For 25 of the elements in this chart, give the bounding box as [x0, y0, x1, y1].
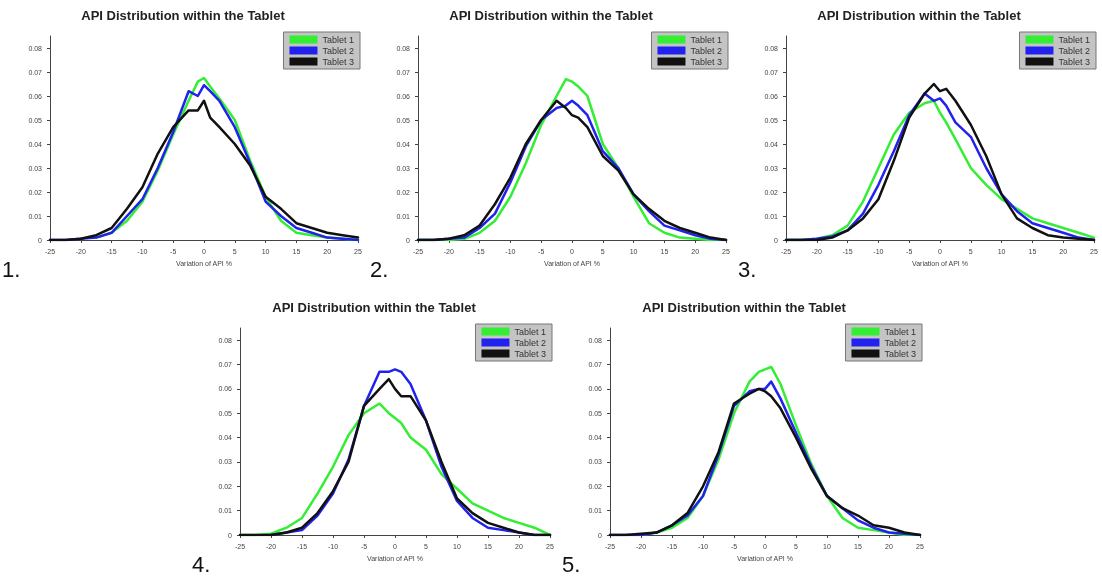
text: 4. [192, 551, 211, 577]
legend-label: Tablet 1 [322, 34, 355, 45]
legend-label: Tablet 1 [514, 326, 547, 337]
legend-label: Tablet 2 [322, 45, 355, 56]
chart-title: API Distribution within the Tablet [272, 300, 477, 315]
legend-label: Tablet 1 [884, 326, 917, 337]
legend-label: Tablet 3 [514, 348, 547, 359]
chart-title: API Distribution within the Tablet [81, 8, 286, 23]
text: 5. [562, 551, 581, 577]
text: 2. [370, 256, 389, 282]
text: 3. [738, 256, 757, 282]
text: 1. [2, 256, 21, 282]
chart-title: API Distribution within the Tablet [449, 8, 654, 23]
chart-title: API Distribution within the Tablet [642, 300, 847, 315]
legend-label: Tablet 2 [884, 337, 917, 348]
legend-label: Tablet 3 [1058, 56, 1091, 67]
chart-title: API Distribution within the Tablet [817, 8, 1022, 23]
legend-label: Tablet 2 [514, 337, 547, 348]
legend-label: Tablet 1 [1058, 34, 1091, 45]
legend-label: Tablet 3 [690, 56, 723, 67]
legend-label: Tablet 3 [884, 348, 917, 359]
legend-label: Tablet 2 [1058, 45, 1091, 56]
legend-label: Tablet 1 [690, 34, 723, 45]
legend-label: Tablet 2 [690, 45, 723, 56]
legend-label: Tablet 3 [322, 56, 355, 67]
